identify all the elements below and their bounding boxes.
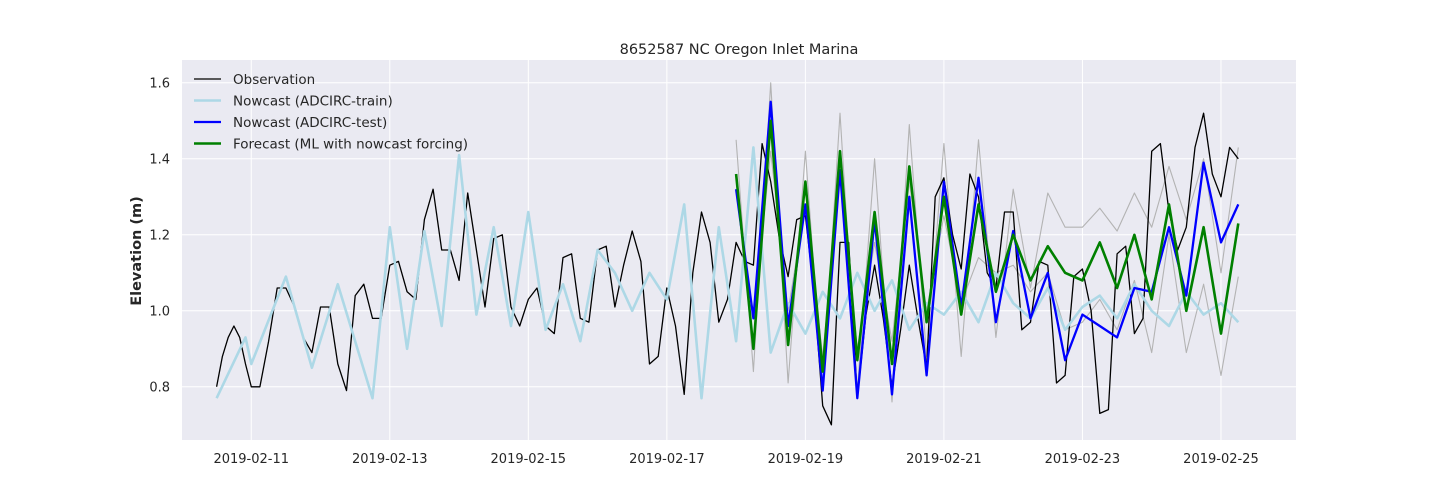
x-tick-label: 2019-02-21 [906, 452, 982, 467]
x-tick-labels: 2019-02-11 2019-02-13 2019-02-15 2019-02-17… [213, 452, 1258, 467]
legend-label: Forecast (ML with nowcast forcing) [233, 137, 468, 153]
x-tick-label: 2019-02-11 [213, 452, 289, 467]
legend-label: Observation [233, 72, 315, 88]
y-tick-label: 1.0 [149, 304, 170, 319]
y-tick-label: 1.2 [149, 228, 170, 243]
x-tick-label: 2019-02-15 [491, 452, 567, 467]
x-tick-label: 2019-02-17 [629, 452, 705, 467]
legend-label: Nowcast (ADCIRC-test) [233, 115, 387, 131]
series-group [215, 82, 1240, 426]
y-tick-label: 1.6 [149, 76, 170, 91]
x-tick-label: 2019-02-13 [352, 452, 428, 467]
series-line-observation [215, 112, 1239, 426]
series-line-forecast-ml-with-nowcast-forcing [734, 119, 1240, 373]
y-axis-label: Elevation (m) [129, 196, 145, 306]
y-tick-labels: 0.8 1.0 1.2 1.4 1.6 [149, 76, 170, 395]
x-tick-label: 2019-02-19 [768, 452, 844, 467]
y-tick-label: 0.8 [149, 380, 170, 395]
x-tick-label: 2019-02-25 [1183, 452, 1259, 467]
y-tick-label: 1.4 [149, 152, 170, 167]
x-tick-label: 2019-02-23 [1045, 452, 1121, 467]
chart-title: 8652587 NC Oregon Inlet Marina [620, 42, 859, 58]
legend: Observation Nowcast (ADCIRC-train) Nowcast… [194, 72, 468, 153]
legend-label: Nowcast (ADCIRC-train) [233, 94, 393, 110]
series-line-nowcast-adcirc-train [215, 146, 1240, 400]
